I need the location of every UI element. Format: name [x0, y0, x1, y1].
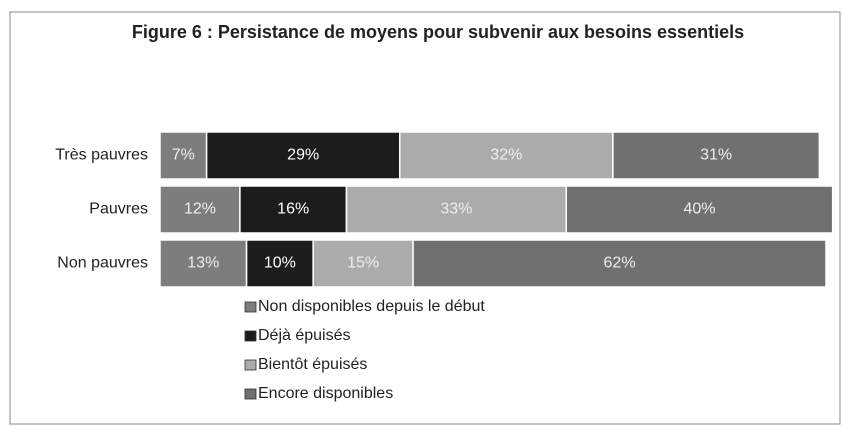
y-tick-label: Pauvres — [89, 201, 148, 218]
data-label: 13% — [187, 255, 219, 272]
y-tick-label: Très pauvres — [55, 147, 148, 164]
legend-swatch — [244, 388, 257, 400]
legend-swatch — [244, 330, 257, 342]
bar-segment — [159, 131, 208, 180]
legend-label: Non disponibles depuis le début — [258, 298, 485, 315]
data-label: 16% — [277, 201, 309, 218]
bar-segment — [565, 185, 834, 234]
legend-label: Encore disponibles — [258, 385, 393, 402]
bar-segment — [239, 185, 348, 234]
bar-segment — [345, 185, 568, 234]
data-label: 40% — [683, 201, 715, 218]
y-tick-label: Non pauvres — [57, 255, 148, 272]
bar-segment — [612, 131, 821, 180]
data-label: 32% — [490, 147, 522, 164]
bar-segment — [245, 239, 314, 288]
chart-title: Figure 6 : Persistance de moyens pour su… — [132, 22, 744, 42]
data-label: 7% — [172, 147, 195, 164]
bar-segment — [159, 185, 241, 234]
data-label: 15% — [347, 255, 379, 272]
legend-swatch — [244, 359, 257, 371]
data-label: 29% — [287, 147, 319, 164]
bar-segment — [312, 239, 414, 288]
legend-swatch — [244, 301, 257, 313]
bar-segment — [159, 239, 248, 288]
data-label: 62% — [604, 255, 636, 272]
data-label: 10% — [264, 255, 296, 272]
bar-segment — [205, 131, 401, 180]
chart-frame — [9, 11, 841, 425]
legend-label: Déjà épuisés — [258, 327, 351, 344]
legend-label: Bientôt épuisés — [258, 356, 367, 373]
data-label: 12% — [184, 201, 216, 218]
data-label: 31% — [700, 147, 732, 164]
bar-segment — [412, 239, 827, 288]
data-label: 33% — [440, 201, 472, 218]
